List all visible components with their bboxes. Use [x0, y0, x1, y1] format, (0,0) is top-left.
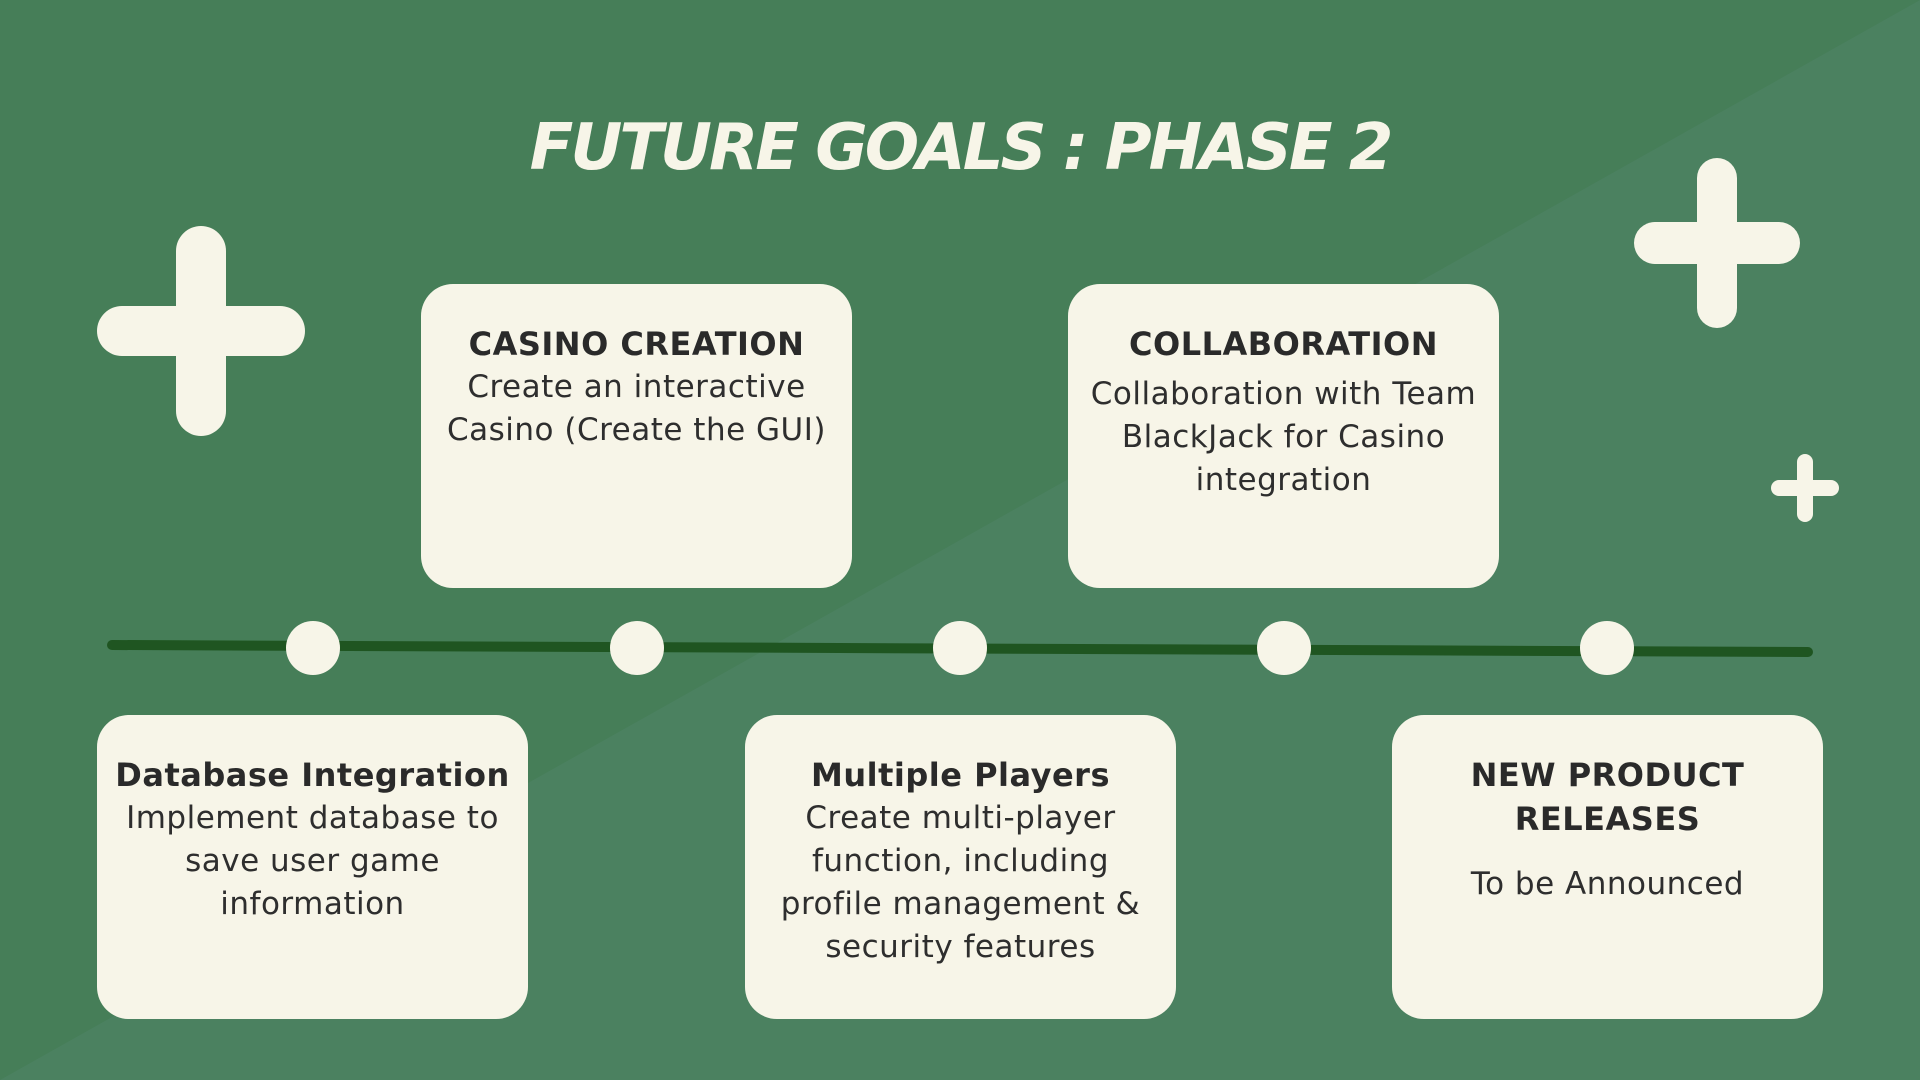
milestone-title: Multiple Players: [811, 756, 1110, 794]
milestone-title: COLLABORATION: [1129, 325, 1438, 363]
milestone-text: Implement database to save user game inf…: [126, 800, 499, 922]
milestone-card-database: Database Integration Implement database …: [97, 715, 528, 1019]
slide-title: FUTURE GOALS : PHASE 2: [529, 111, 1394, 185]
timeline-dot: [1580, 621, 1634, 675]
plus-icon: [1771, 454, 1839, 522]
milestone-card-casino: CASINO CREATION Create an interactive Ca…: [421, 284, 852, 588]
plus-icon: [97, 226, 305, 436]
milestone-title: Database Integration: [115, 756, 510, 794]
milestone-text: Create an interactive Casino (Create the…: [446, 369, 826, 448]
milestone-text: Collaboration with Team BlackJack for Ca…: [1090, 376, 1477, 498]
milestone-card-collaboration: COLLABORATION Collaboration with Team Bl…: [1068, 284, 1499, 588]
milestone-title: CASINO CREATION: [468, 325, 805, 363]
milestone-card-multiplayer: Multiple Players Create multi-player fun…: [745, 715, 1176, 1019]
milestone-title: NEW PRODUCT RELEASES: [1470, 756, 1745, 838]
plus-icon: [1634, 158, 1800, 328]
timeline-dot: [933, 621, 987, 675]
timeline-dot: [610, 621, 664, 675]
timeline-dot: [1257, 621, 1311, 675]
milestone-card-releases: NEW PRODUCT RELEASES To be Announced: [1392, 715, 1823, 1019]
timeline-dot: [286, 621, 340, 675]
milestone-text: To be Announced: [1470, 866, 1745, 902]
milestone-text: Create multi-player function, including …: [780, 800, 1141, 965]
